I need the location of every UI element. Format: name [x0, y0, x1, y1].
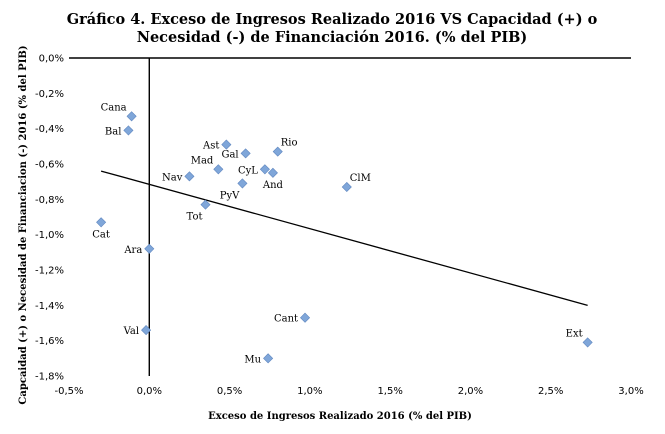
data-point-cyl — [259, 164, 270, 175]
y-tick-label: -1,6% — [35, 336, 64, 347]
x-tick-label: 0,5% — [217, 386, 242, 397]
data-point-rio — [272, 146, 283, 157]
data-label-ext: Ext — [566, 328, 583, 339]
data-point-nav — [184, 171, 195, 182]
data-label-clm: ClM — [350, 173, 371, 184]
data-point-ara — [144, 243, 155, 254]
y-tick-label: -0,6% — [35, 160, 64, 171]
x-tick-label: 0,0% — [137, 386, 162, 397]
points-layer — [96, 111, 593, 364]
axes: -0,5% 0,0% 0,5% 1,0% 1,5% 2,0% 2,5% 3,0% 0,0% -0,… — [35, 54, 644, 398]
data-point-cana — [126, 111, 137, 122]
data-label-cyl: CyL — [238, 165, 258, 176]
trendline-layer — [100, 170, 588, 306]
data-point-ext — [582, 337, 593, 348]
y-tick-label: -0,2% — [35, 89, 64, 100]
data-point-pyv — [237, 178, 248, 189]
y-tick-label: -1,8% — [35, 372, 64, 383]
y-tick-label: -1,4% — [35, 301, 64, 312]
y-tick-label: -1,0% — [35, 230, 64, 241]
data-label-mu: Mu — [244, 354, 261, 365]
data-label-cat: Cat — [92, 229, 110, 240]
y-tick-label: -0,8% — [35, 195, 64, 206]
x-axis-title: Exceso de Ingresos Realizado 2016 (% del… — [208, 411, 472, 422]
chart-title-line-1: Gráfico 4. Exceso de Ingresos Realizado … — [67, 11, 598, 28]
data-point-cant — [300, 312, 311, 323]
data-label-gal: Gal — [221, 149, 238, 160]
data-label-cant: Cant — [274, 314, 298, 325]
data-point-val — [141, 325, 152, 336]
y-tick-label: 0,0% — [39, 54, 64, 65]
data-label-rio: Rio — [281, 138, 298, 149]
x-tick-label: 1,0% — [297, 386, 322, 397]
y-tick-label: -1,2% — [35, 266, 64, 277]
data-point-ast — [221, 139, 232, 150]
data-point-tot — [200, 199, 211, 210]
data-label-mad: Mad — [191, 155, 214, 166]
data-label-bal: Bal — [105, 126, 122, 137]
data-label-ast: Ast — [202, 141, 219, 152]
y-tick-label: -0,4% — [35, 124, 64, 135]
x-tick-label: 1,5% — [377, 386, 402, 397]
x-tick-label: 2,5% — [538, 386, 563, 397]
data-label-val: Val — [123, 326, 139, 337]
data-point-bal — [123, 125, 134, 136]
data-label-tot: Tot — [187, 212, 203, 223]
y-axis-title: Capcaidad (+) o Necesidad de Financiacio… — [18, 45, 29, 404]
data-label-pyv: PyV — [220, 190, 240, 201]
data-point-mu — [263, 353, 274, 364]
data-label-cana: Cana — [101, 102, 127, 113]
data-point-mad — [213, 164, 224, 175]
trendline — [100, 170, 588, 306]
x-tick-label: 2,0% — [458, 386, 483, 397]
data-label-nav: Nav — [162, 172, 183, 183]
x-tick-label: 3,0% — [618, 386, 643, 397]
data-label-and: And — [262, 180, 284, 191]
chart-title-line-2: Necesidad (-) de Financiación 2016. (% d… — [137, 29, 528, 46]
data-point-clm — [341, 181, 352, 192]
data-point-cat — [96, 217, 107, 228]
data-point-and — [267, 167, 278, 178]
data-label-ara: Ara — [123, 245, 142, 256]
data-point-gal — [240, 148, 251, 159]
x-tick-label: -0,5% — [54, 386, 83, 397]
